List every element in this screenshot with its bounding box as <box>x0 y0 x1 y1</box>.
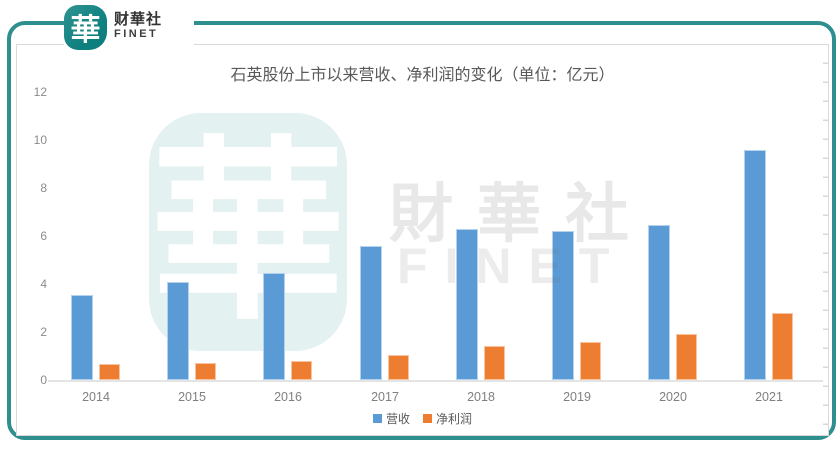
bar-营收-2015 <box>167 282 189 380</box>
watermark-text-en: FINET <box>397 238 627 294</box>
bar-净利润-2019 <box>580 342 601 380</box>
bar-净利润-2018 <box>484 346 505 380</box>
bar-营收-2019 <box>552 231 574 380</box>
finet-logo-text: 财華社 FINET <box>114 12 162 40</box>
bar-营收-2017 <box>360 246 382 380</box>
y-axis-label: 10 <box>33 133 47 147</box>
bar-营收-2016 <box>263 273 285 380</box>
brand-name-cn: 财華社 <box>114 10 163 28</box>
y-axis-label: 6 <box>40 229 47 243</box>
y-axis-label: 0 <box>40 373 47 387</box>
y-axis-label: 2 <box>40 325 47 339</box>
x-axis-label: 2021 <box>755 390 783 404</box>
bar-净利润-2014 <box>99 364 120 380</box>
x-axis-label: 2018 <box>467 390 495 404</box>
bar-净利润-2021 <box>772 313 793 380</box>
bar-净利润-2017 <box>388 355 409 380</box>
x-axis-label: 2020 <box>659 390 687 404</box>
legend-label: 净利润 <box>436 412 473 426</box>
bar-营收-2014 <box>71 295 93 380</box>
x-axis-label: 2017 <box>371 390 399 404</box>
y-axis-label: 12 <box>33 85 47 99</box>
legend-swatch <box>372 414 382 423</box>
brand-name-en: FINET <box>114 27 159 40</box>
legend-item-营收: 营收 <box>372 410 410 427</box>
legend-item-净利润: 净利润 <box>423 410 472 427</box>
y-axis-label: 4 <box>40 277 47 291</box>
x-axis-line <box>48 380 823 382</box>
right-edge-ruler-ticks <box>823 45 828 435</box>
chart-legend: 营收 净利润 <box>17 410 828 427</box>
bar-净利润-2020 <box>676 334 697 380</box>
legend-label: 营收 <box>385 412 410 426</box>
bar-营收-2018 <box>456 229 478 380</box>
logo-glyph: 華 <box>70 13 101 48</box>
bar-净利润-2015 <box>195 363 216 380</box>
teal-frame <box>7 21 836 440</box>
bar-净利润-2016 <box>291 361 312 380</box>
legend-swatch <box>423 414 432 423</box>
finet-logo: 華 财華社 FINET <box>64 0 194 52</box>
bar-营收-2020 <box>648 225 670 380</box>
finet-logo-icon: 華 <box>64 4 107 50</box>
bar-营收-2021 <box>744 150 766 380</box>
x-axis-label: 2019 <box>563 390 591 404</box>
x-axis-label: 2014 <box>82 390 110 404</box>
watermark-text-cn: 財華社 <box>389 178 653 250</box>
y-axis-label: 8 <box>40 181 47 195</box>
x-axis-label: 2015 <box>178 390 206 404</box>
chart-title: 石英股份上市以来营收、净利润的变化（单位：亿元） <box>230 67 615 84</box>
x-axis-label: 2016 <box>274 390 302 404</box>
